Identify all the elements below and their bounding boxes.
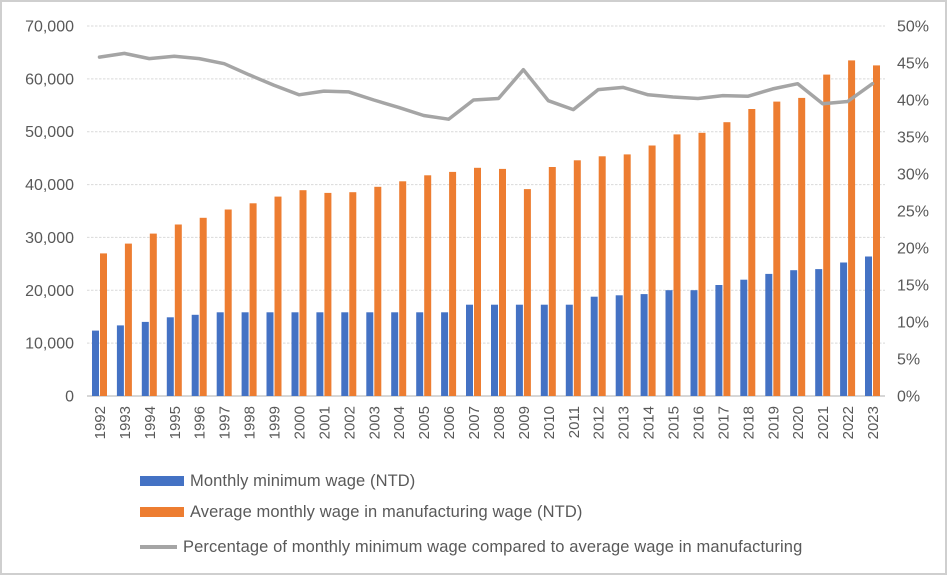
svg-text:2021: 2021 (815, 406, 832, 439)
svg-text:1995: 1995 (167, 406, 184, 439)
svg-text:25%: 25% (897, 204, 929, 221)
svg-text:2007: 2007 (466, 406, 483, 439)
svg-text:1996: 1996 (192, 406, 209, 439)
y-axis-right-labels: 0% 5% 10% 15% 20% 25% 30% 35% 40% 45% 50% (897, 19, 929, 406)
svg-text:50%: 50% (897, 19, 929, 36)
svg-text:1997: 1997 (217, 406, 234, 439)
svg-text:2015: 2015 (666, 406, 683, 439)
x-axis-labels: 1992 1993 1994 1995 1996 1997 1998 1999 2000 2001… (92, 406, 882, 439)
legend-swatch-manufacturing-wage (140, 507, 184, 517)
svg-text:45%: 45% (897, 56, 929, 73)
svg-text:40%: 40% (897, 93, 929, 110)
svg-text:10%: 10% (897, 315, 929, 332)
legend-label: Average monthly wage in manufacturing wa… (190, 502, 583, 521)
svg-text:2016: 2016 (691, 406, 708, 439)
svg-text:2004: 2004 (391, 406, 408, 439)
legend-item-minimum-wage: Monthly minimum wage (NTD) (140, 470, 415, 492)
svg-text:70,000: 70,000 (25, 19, 74, 36)
svg-text:2003: 2003 (366, 406, 383, 439)
svg-text:2019: 2019 (765, 406, 782, 439)
svg-text:2001: 2001 (316, 406, 333, 439)
legend-item-percentage: Percentage of monthly minimum wage compa… (140, 536, 802, 558)
svg-text:2009: 2009 (516, 406, 533, 439)
svg-text:2011: 2011 (566, 406, 583, 438)
svg-text:1998: 1998 (242, 406, 259, 439)
svg-text:30%: 30% (897, 167, 929, 184)
legend-label: Percentage of monthly minimum wage compa… (183, 537, 803, 556)
svg-text:20%: 20% (897, 241, 929, 258)
svg-text:2013: 2013 (616, 406, 633, 439)
svg-text:2000: 2000 (292, 406, 309, 439)
svg-text:40,000: 40,000 (25, 177, 74, 194)
svg-text:0: 0 (65, 389, 74, 406)
svg-text:2002: 2002 (341, 406, 358, 439)
svg-text:2022: 2022 (840, 406, 857, 439)
svg-text:2005: 2005 (416, 406, 433, 439)
svg-text:2018: 2018 (740, 406, 757, 439)
legend-item-manufacturing-wage: Average monthly wage in manufacturing wa… (140, 501, 582, 523)
svg-text:2008: 2008 (491, 406, 508, 439)
svg-text:5%: 5% (897, 352, 920, 369)
svg-text:35%: 35% (897, 130, 929, 147)
legend-label: Monthly minimum wage (NTD) (190, 471, 416, 490)
svg-text:2023: 2023 (865, 406, 882, 439)
legend-swatch-minimum-wage (140, 476, 184, 486)
series-manufacturing-wage-bars (100, 60, 880, 397)
svg-text:20,000: 20,000 (25, 283, 74, 300)
y-axis-left-labels: 0 10,000 20,000 30,000 40,000 50,000 60,000 70,… (25, 19, 74, 406)
svg-text:2010: 2010 (541, 406, 558, 439)
svg-text:0%: 0% (897, 389, 920, 406)
legend-swatch-percentage-line (140, 545, 177, 549)
svg-text:2006: 2006 (441, 406, 458, 439)
svg-text:10,000: 10,000 (25, 336, 74, 353)
series-percentage-line (97, 51, 875, 121)
svg-text:2014: 2014 (641, 406, 658, 439)
svg-text:1993: 1993 (117, 406, 134, 439)
svg-text:30,000: 30,000 (25, 230, 74, 247)
svg-text:1992: 1992 (92, 406, 109, 439)
svg-text:2012: 2012 (591, 406, 608, 439)
svg-text:60,000: 60,000 (25, 71, 74, 88)
svg-text:50,000: 50,000 (25, 124, 74, 141)
svg-text:1999: 1999 (267, 406, 284, 439)
svg-text:2017: 2017 (715, 406, 732, 439)
svg-text:15%: 15% (897, 278, 929, 295)
svg-text:1994: 1994 (142, 406, 159, 439)
svg-text:2020: 2020 (790, 406, 807, 439)
series-minimum-wage-bars (92, 256, 872, 396)
